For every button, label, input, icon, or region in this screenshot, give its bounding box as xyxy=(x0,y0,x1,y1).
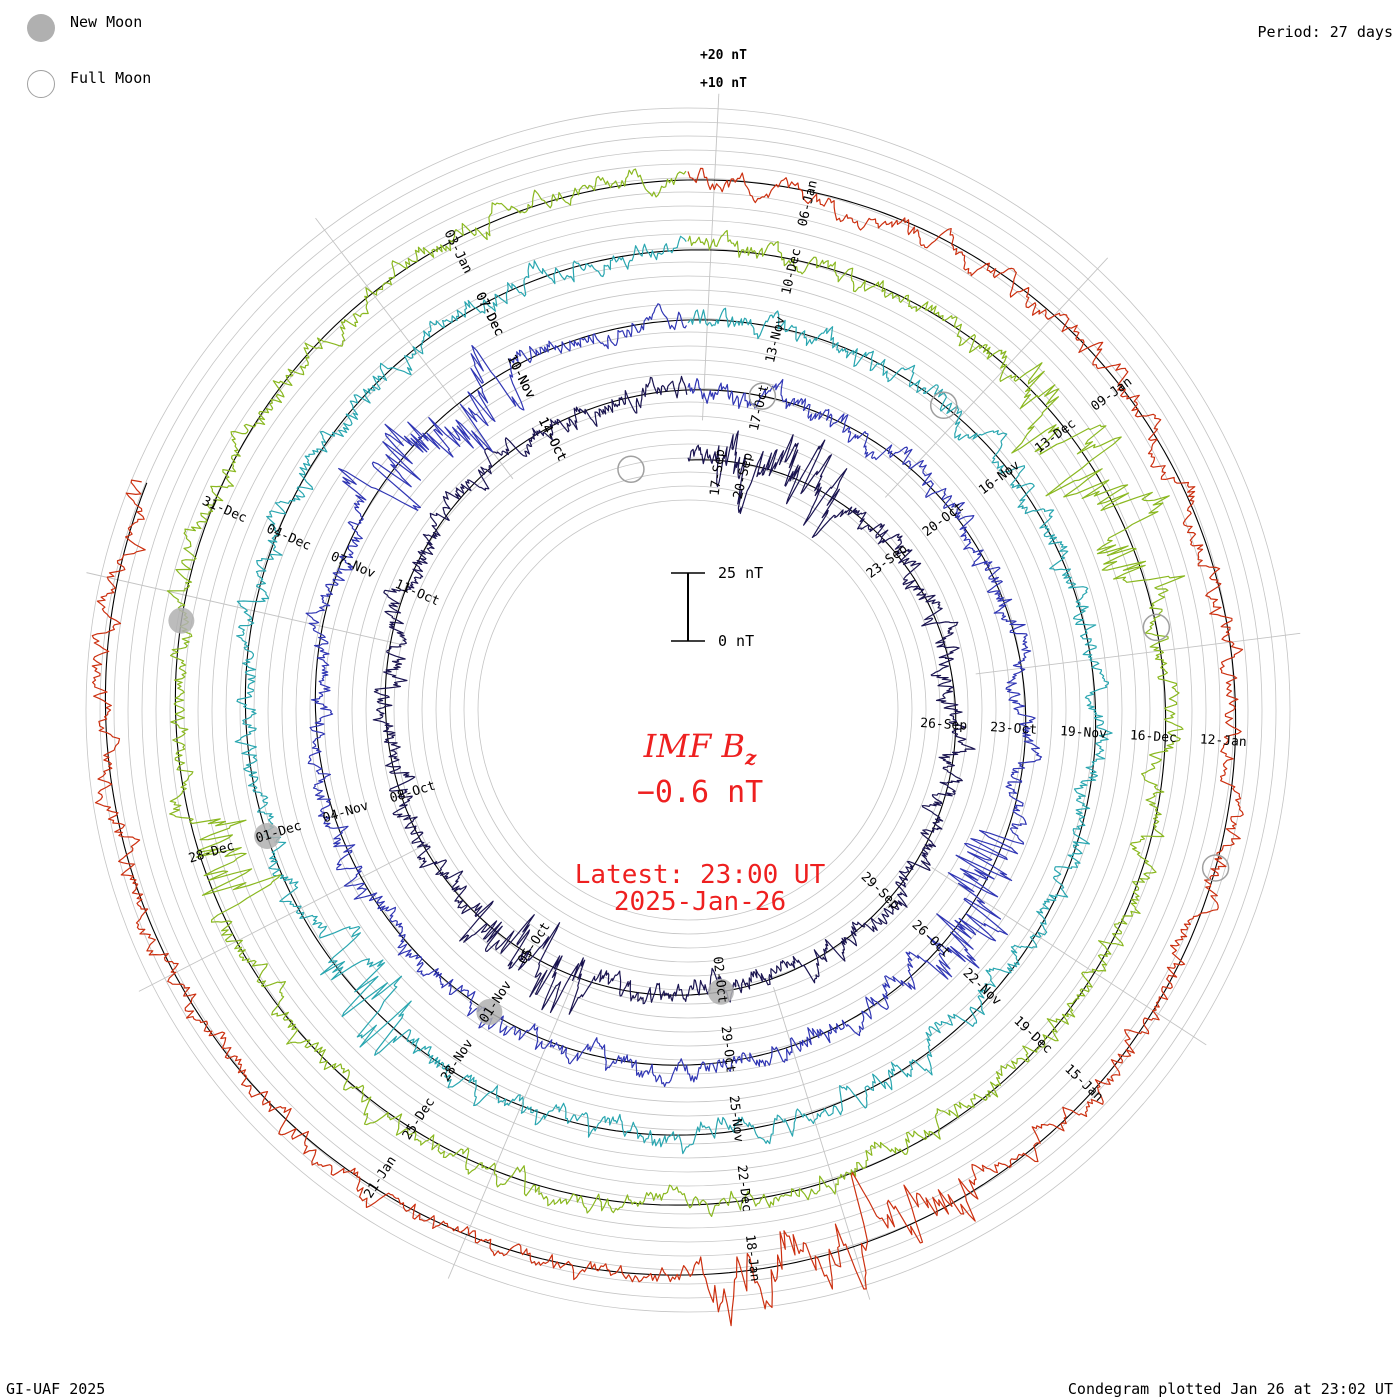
grid-circle xyxy=(309,331,1067,1089)
latest-date: 2025-Jan-26 xyxy=(613,887,787,917)
grid-circle xyxy=(155,177,1221,1243)
radial-grid-line xyxy=(447,977,576,1279)
grid-circle xyxy=(85,107,1291,1313)
date-tick-label: 02-Oct xyxy=(709,956,729,1004)
latest-time: Latest: 23:00 UT xyxy=(574,860,826,890)
date-tick-label: 26-Sep xyxy=(920,716,968,734)
new-moon-legend-icon xyxy=(27,14,55,42)
new-moon-marker xyxy=(254,822,281,849)
parameter-subscript: z xyxy=(744,745,757,770)
grid-circle xyxy=(421,443,955,977)
grid-circle xyxy=(197,219,1179,1201)
date-tick-label: 23-Oct xyxy=(990,720,1038,738)
data-traces xyxy=(91,167,1244,1327)
grid-circle xyxy=(463,485,913,935)
date-tick-label: 16-Dec xyxy=(1129,728,1177,746)
date-tick-label: 13-Nov xyxy=(763,315,788,364)
grid-circle xyxy=(239,261,1137,1159)
grid-circle xyxy=(365,387,1011,1033)
date-tick-label: 23-Sep xyxy=(864,542,911,582)
date-tick-label: 25-Nov xyxy=(726,1095,746,1144)
date-tick-label: 12-Jan xyxy=(1199,732,1247,750)
date-tick-label: 19-Nov xyxy=(1060,724,1108,742)
period-label: Period: 27 days xyxy=(1257,23,1393,41)
ring-scale-plus10: +10 nT xyxy=(700,76,747,91)
grid-circle xyxy=(127,149,1249,1271)
grid-layer xyxy=(85,93,1301,1313)
grid-circle xyxy=(337,359,1039,1061)
full-moon-marker xyxy=(748,382,777,410)
new-moon-marker xyxy=(707,978,734,1005)
full-moon-marker xyxy=(1201,854,1230,882)
trace-rotation-1 xyxy=(372,375,976,1015)
scale-bar xyxy=(671,572,705,642)
grid-circle xyxy=(477,499,899,921)
trace-rotation-5 xyxy=(91,167,1244,1327)
date-tick-label: 22-Dec xyxy=(734,1164,754,1212)
grid-circle xyxy=(407,429,969,991)
grid-circle xyxy=(183,205,1193,1215)
date-tick-label: 14-Oct xyxy=(535,415,570,464)
date-tick-label: 28-Dec xyxy=(187,839,236,867)
date-tick-label: 17-Sep xyxy=(708,448,729,497)
trace-rotation-2 xyxy=(305,303,1043,1088)
grid-circle xyxy=(169,191,1207,1229)
current-value: −0.6 nT xyxy=(636,775,764,810)
grid-circle xyxy=(253,275,1123,1145)
full-moon-legend-icon xyxy=(27,70,55,98)
grid-circle xyxy=(211,233,1165,1187)
grid-circle xyxy=(295,317,1081,1103)
date-tick-label: 29-Oct xyxy=(718,1025,738,1073)
trace-rotation-4 xyxy=(166,168,1186,1217)
radial-grid-line xyxy=(702,93,720,421)
date-tick-label: 13-Dec xyxy=(1032,416,1079,456)
credit-label: GI-UAF 2025 xyxy=(6,1380,106,1398)
grid-circle xyxy=(113,135,1263,1285)
grid-circle xyxy=(225,247,1151,1173)
radial-grid-line xyxy=(138,841,431,992)
scale-bottom-label: 0 nT xyxy=(718,632,755,650)
date-tick-label: 09-Jan xyxy=(1088,374,1135,414)
grid-circle xyxy=(267,289,1109,1131)
scale-top-label: 25 nT xyxy=(718,564,764,582)
grid-circle xyxy=(393,415,983,1005)
grid-circle xyxy=(323,345,1053,1075)
parameter-title: IMF Bz xyxy=(500,727,900,769)
new-moon-legend-label: New Moon xyxy=(70,13,143,31)
date-tick-label: 08-Oct xyxy=(388,778,437,806)
date-tick-label: 20-Sep xyxy=(731,451,756,500)
grid-circle xyxy=(99,121,1277,1299)
grid-circle xyxy=(351,373,1025,1047)
radial-grid-line xyxy=(884,257,1109,498)
ring-scale-plus20: +20 nT xyxy=(700,48,747,63)
full-moon-marker xyxy=(929,391,958,420)
new-moon-marker xyxy=(476,999,503,1026)
full-moon-marker xyxy=(1142,613,1171,642)
grid-circle xyxy=(379,401,997,1019)
new-moon-marker xyxy=(168,607,195,634)
full-moon-marker xyxy=(617,455,645,484)
radial-grid-line xyxy=(773,986,871,1300)
date-tick-label: 18-Jan xyxy=(742,1234,762,1282)
moon-markers xyxy=(168,382,1230,1026)
trace-rotation-3 xyxy=(234,235,1113,1155)
parameter-name: IMF B xyxy=(643,727,745,765)
radial-grid-line xyxy=(975,632,1301,675)
full-moon-legend-label: Full Moon xyxy=(70,69,152,87)
plotted-timestamp: Condegram plotted Jan 26 at 23:02 UT xyxy=(1067,1380,1393,1398)
date-tick-label: 06-Jan xyxy=(795,179,820,228)
grid-circle xyxy=(449,471,927,949)
